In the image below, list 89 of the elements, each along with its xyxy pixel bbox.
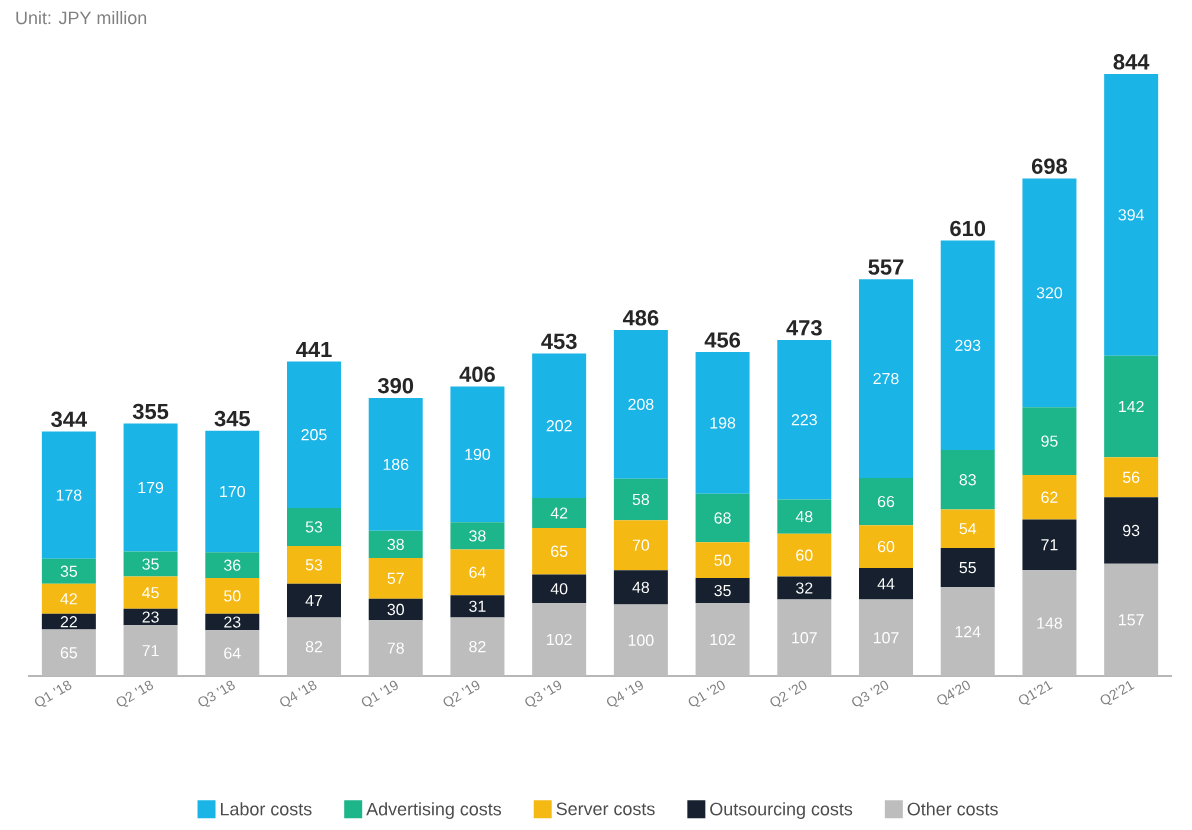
bar: [450, 522, 505, 550]
bar: [613, 478, 668, 521]
bar: [859, 477, 914, 526]
bar: [41, 629, 96, 676]
bar: [859, 525, 914, 569]
bar: [859, 279, 914, 478]
legend-label: Other costs: [907, 802, 998, 816]
bar: [695, 493, 750, 543]
bar: [41, 613, 96, 630]
total-label: 486: [622, 310, 659, 326]
bar: [287, 545, 341, 584]
total-label: 441: [296, 341, 332, 358]
legend-label: Outsourcing costs: [710, 802, 853, 819]
bar: [532, 574, 587, 604]
bar: [1022, 570, 1077, 676]
bar: [940, 587, 995, 676]
bar: [940, 450, 995, 510]
bar: [123, 576, 178, 609]
bar: [695, 578, 750, 604]
bar: [777, 339, 832, 500]
total-label: 610: [950, 220, 986, 237]
bar: [940, 240, 995, 451]
bar: [613, 570, 668, 605]
bar: [777, 499, 832, 534]
bar: [450, 617, 505, 676]
bar: [205, 552, 260, 579]
bar: [205, 578, 260, 614]
total-label: 844: [1113, 54, 1150, 70]
bar: [1104, 457, 1159, 498]
bar: [695, 603, 750, 676]
bar: [450, 595, 505, 618]
bar: [41, 558, 96, 584]
bar: [695, 352, 750, 494]
total-label: 456: [704, 332, 741, 348]
bar: [532, 603, 587, 676]
bar: [368, 598, 423, 621]
bar: [41, 583, 96, 614]
legend-label: Labor costs: [220, 802, 312, 816]
bar: [368, 620, 423, 676]
bar: [1022, 407, 1077, 476]
bar: [1022, 519, 1077, 571]
total-label: 473: [786, 320, 822, 336]
bar: [532, 528, 587, 575]
legend-label: Server costs: [556, 802, 655, 816]
bar: [613, 604, 668, 676]
bar: [940, 548, 995, 588]
bar: [123, 625, 178, 676]
bar: [859, 599, 914, 676]
bar: [1022, 475, 1077, 520]
total-label: 557: [868, 259, 904, 275]
bar: [1104, 563, 1159, 676]
total-label: 453: [541, 333, 577, 350]
bar: [123, 423, 178, 552]
bar: [695, 542, 750, 579]
bar: [1022, 178, 1077, 408]
bar: [940, 509, 995, 549]
bar: [41, 431, 96, 559]
total-label: 355: [132, 403, 169, 420]
total-label: 698: [1031, 158, 1068, 174]
total-label: 406: [459, 366, 495, 383]
bar: [287, 583, 341, 618]
bar: [777, 533, 832, 577]
bar: [1104, 73, 1159, 356]
bar: [287, 507, 341, 546]
bar: [287, 617, 341, 676]
bar: [205, 613, 260, 631]
bar: [368, 530, 423, 559]
bar: [1104, 497, 1159, 564]
bar: [205, 630, 260, 676]
legend-label: Advertising costs: [366, 802, 502, 819]
bar: [368, 558, 423, 599]
total-label: 390: [377, 377, 414, 394]
bar: [613, 520, 668, 571]
bar: [450, 549, 505, 596]
bar: [532, 497, 587, 528]
bar: [450, 386, 505, 523]
total-label: 344: [51, 411, 88, 428]
bar: [532, 353, 587, 498]
bar: [123, 551, 178, 577]
bar: [368, 397, 423, 531]
bar: [777, 576, 832, 600]
bar: [859, 568, 914, 600]
bar: [205, 430, 260, 553]
bar: [777, 599, 832, 676]
bar: [1104, 355, 1159, 458]
total-label: 345: [214, 410, 250, 427]
bar: [613, 329, 668, 479]
text: Unit: JPY million: [16, 11, 147, 25]
bar: [287, 361, 341, 508]
